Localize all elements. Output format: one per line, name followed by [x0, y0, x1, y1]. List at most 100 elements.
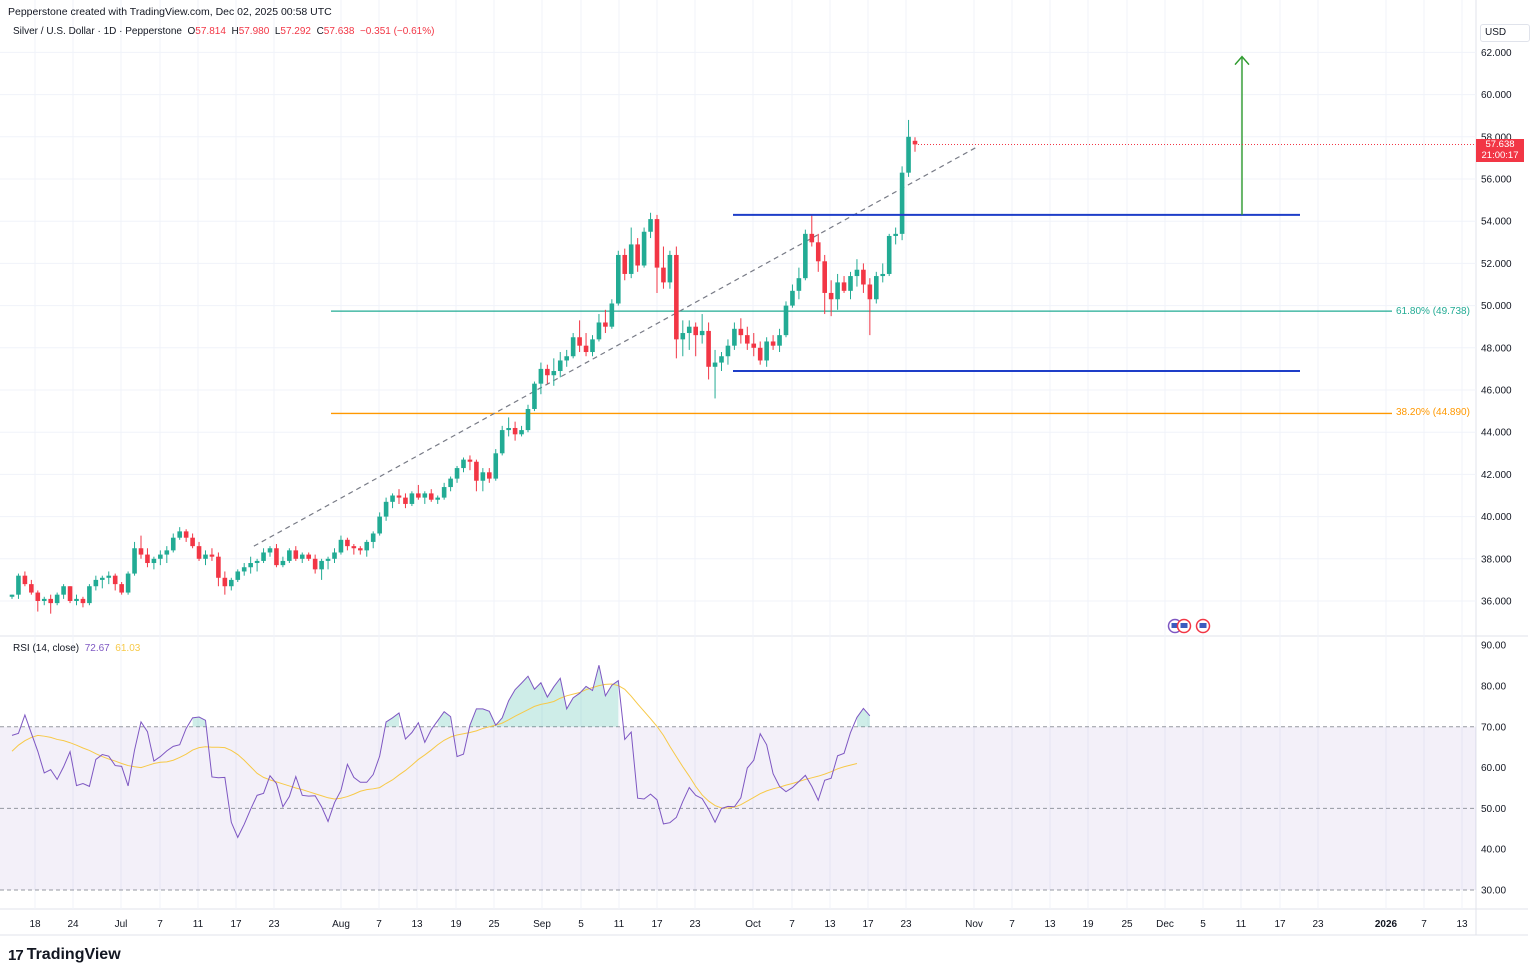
symbol-legend[interactable]: Silver / U.S. Dollar · 1D · Pepperstone …	[13, 26, 434, 37]
candle-body	[828, 292, 834, 300]
candle-body	[899, 172, 905, 234]
candle-body	[61, 586, 66, 595]
candle-body	[22, 575, 28, 585]
candle	[532, 381, 537, 412]
candle-body	[190, 537, 195, 547]
candle-body	[861, 269, 866, 285]
currency-button[interactable]: USD	[1480, 24, 1530, 42]
candle-body	[848, 276, 853, 291]
rsi-overbought-fill	[386, 712, 399, 727]
candle-body	[641, 231, 647, 266]
price-tick-label: 50.000	[1481, 301, 1512, 312]
candle	[538, 362, 544, 395]
candle-body	[325, 558, 331, 561]
candle-body	[519, 430, 524, 435]
time-tick-label: Sep	[533, 919, 551, 930]
time-tick-label: Aug	[332, 919, 350, 930]
candle-body	[648, 219, 653, 232]
candle-body	[867, 284, 873, 300]
candle-body	[893, 233, 898, 236]
rsi-value: 72.67	[84, 643, 110, 654]
candle-body	[100, 577, 105, 580]
candle-body	[41, 598, 47, 601]
candle-body	[512, 427, 518, 435]
candle	[719, 352, 724, 372]
candle	[435, 495, 440, 504]
fib-382-label: 38.20% (44.890)	[1396, 407, 1470, 418]
candle-body	[616, 254, 621, 304]
rsi-line	[11, 665, 871, 839]
candle-body	[390, 495, 395, 502]
candle	[564, 349, 569, 367]
candle	[474, 459, 479, 492]
time-tick-label: 25	[1121, 919, 1133, 930]
candle	[551, 358, 557, 386]
economic-event-icon	[1176, 618, 1192, 634]
close-value: 57.638	[323, 26, 355, 37]
tradingview-mark-icon: 17	[8, 946, 24, 964]
candle	[319, 558, 324, 580]
candle-body	[403, 497, 408, 504]
candle	[280, 556, 286, 568]
candle-body	[738, 328, 744, 336]
candle	[396, 489, 402, 504]
candle	[525, 404, 531, 433]
candle-body	[87, 586, 92, 604]
time-tick-label: 13	[411, 919, 423, 930]
candle-body	[229, 579, 234, 587]
candle-body	[138, 548, 144, 555]
rsi-tick-label: 50.00	[1481, 804, 1506, 815]
candle-body	[396, 495, 402, 498]
candle	[790, 284, 795, 308]
candle-body	[480, 472, 486, 481]
candle-body	[67, 586, 73, 601]
candle	[254, 558, 260, 572]
candle	[899, 166, 905, 241]
price-tick-label: 38.000	[1481, 554, 1512, 565]
rsi-legend[interactable]: RSI (14, close) 72.67 61.03	[13, 643, 140, 654]
time-tick-label: 13	[1456, 919, 1468, 930]
candle	[686, 320, 692, 350]
candle-body	[609, 303, 615, 327]
candle	[274, 544, 279, 568]
candle-body	[474, 461, 479, 481]
economic-event-icon	[1195, 618, 1211, 634]
candle-body	[603, 322, 608, 327]
low-label: L	[274, 26, 281, 37]
candle-body	[29, 584, 34, 593]
time-tick-label: 13	[824, 919, 836, 930]
candle	[603, 309, 608, 334]
candle	[641, 227, 647, 268]
candle-body	[538, 368, 544, 384]
candle	[183, 529, 189, 542]
candle-body	[635, 244, 640, 266]
candle-body	[170, 537, 176, 551]
candle	[100, 575, 105, 589]
time-tick-label: 23	[268, 919, 280, 930]
candle	[777, 328, 782, 353]
candle-body	[557, 360, 563, 372]
candle-body	[461, 459, 466, 469]
candle	[287, 548, 292, 564]
candle-body	[441, 487, 447, 498]
rsi-tick-label: 70.00	[1481, 722, 1506, 733]
change-value: −0.351 (−0.61%)	[359, 26, 435, 37]
candle	[841, 276, 847, 293]
candle	[390, 493, 395, 509]
candle	[177, 527, 182, 540]
rsi-tick-label: 60.00	[1481, 763, 1506, 774]
bar-countdown: 21:00:17	[1481, 150, 1519, 161]
candle	[29, 579, 34, 595]
candle	[835, 273, 840, 310]
candle	[648, 212, 653, 239]
candle	[880, 263, 886, 283]
candle-body	[312, 558, 318, 570]
price-tick-label: 54.000	[1481, 217, 1512, 228]
rsi-tick-label: 30.00	[1481, 886, 1506, 897]
candle-body	[16, 575, 21, 595]
high-label: H	[231, 26, 239, 37]
candle	[674, 246, 679, 359]
candle-body	[332, 552, 337, 559]
candle	[422, 491, 428, 504]
